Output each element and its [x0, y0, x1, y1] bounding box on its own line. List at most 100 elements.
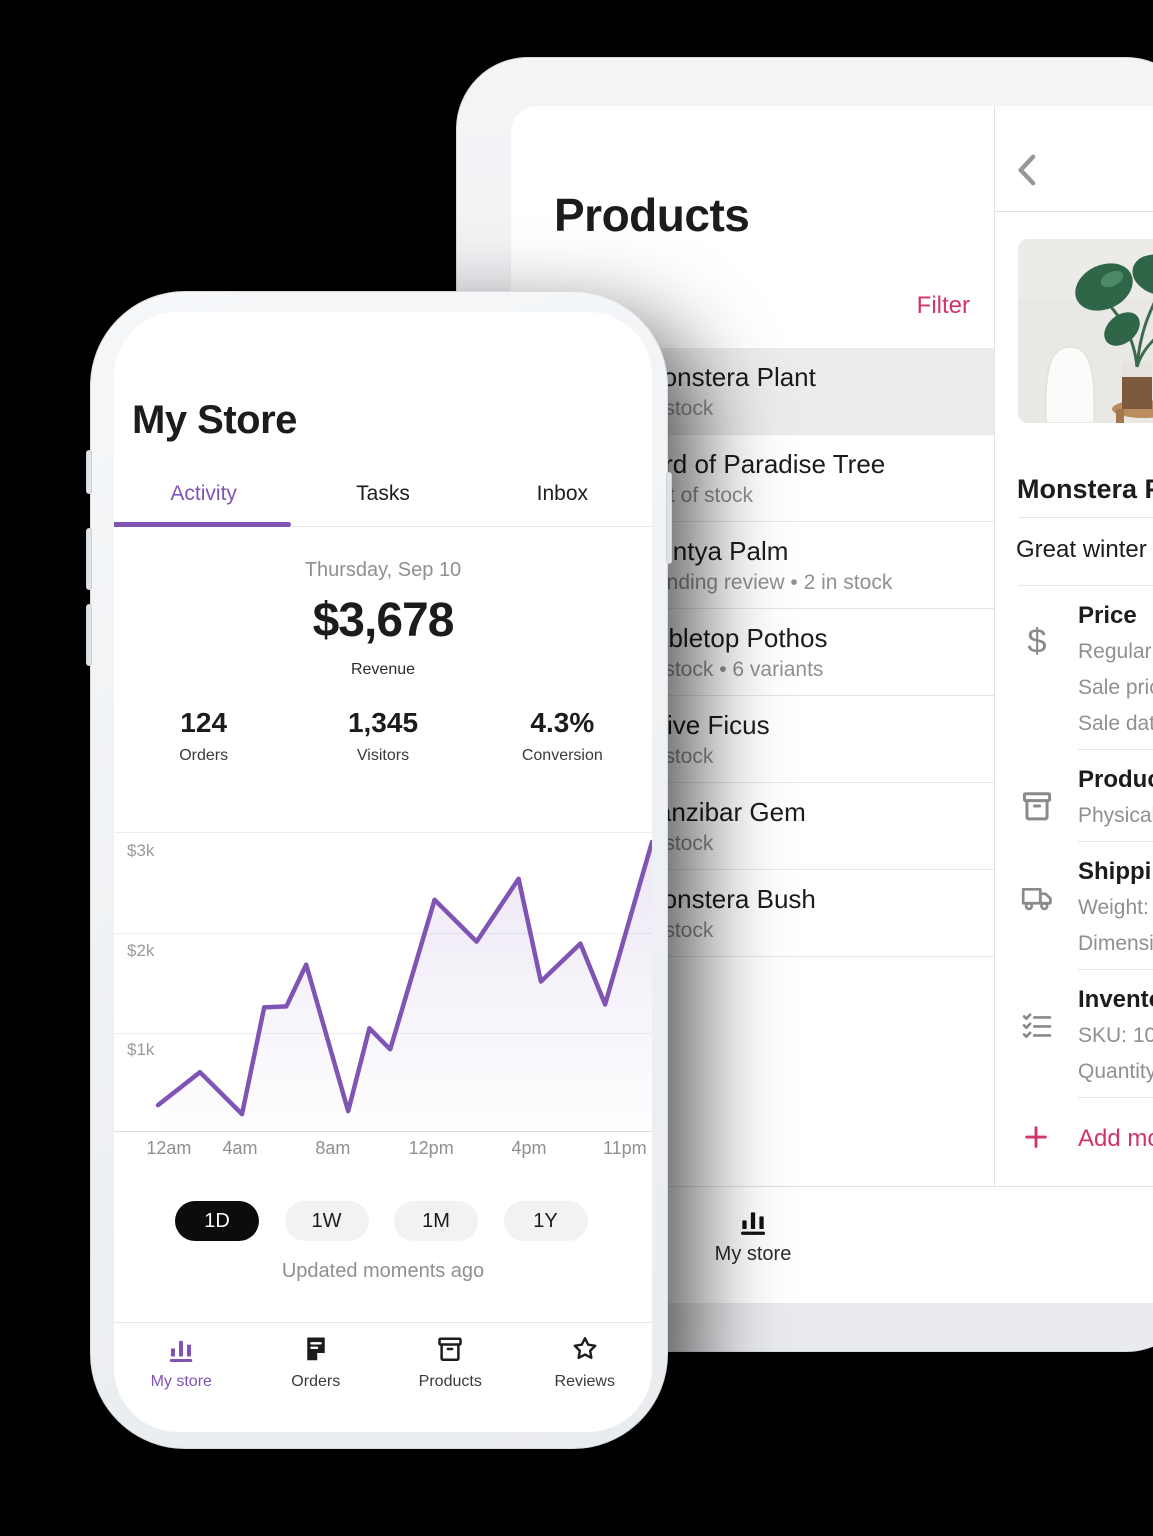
report-date: Thursday, Sep 10: [304, 559, 462, 581]
product-name: Bird of Paradise Tree: [641, 449, 886, 479]
x-axis-tick: 12am: [146, 1138, 192, 1158]
document-icon: [301, 1334, 331, 1364]
tab-my-store-label: My store: [714, 1243, 792, 1265]
product-name: Monstera Plant: [641, 362, 816, 392]
section-line: SKU: 1044: [1078, 1024, 1153, 1047]
section-divider: [1078, 1097, 1153, 1098]
product-photo: [1018, 239, 1153, 423]
chart-gridline: [114, 1131, 652, 1132]
chart-gridline: [114, 832, 652, 833]
x-axis-tick: 12pm: [408, 1138, 454, 1158]
dashboard-tabs: Activity Tasks Inbox: [114, 482, 652, 506]
section-line: Physical product: [1078, 804, 1153, 827]
checklist-icon: [1019, 1008, 1055, 1044]
section-title: Product type: [1078, 766, 1153, 793]
tab-my-store[interactable]: My store: [678, 1205, 828, 1266]
box-icon: [435, 1334, 465, 1364]
section-line: Sale dates:: [1078, 712, 1153, 735]
x-axis-tick: 8am: [315, 1138, 351, 1158]
stat-label: Visitors: [356, 747, 410, 764]
tab-activity[interactable]: Activity: [170, 482, 237, 505]
phone-power-button: [666, 472, 672, 564]
product-name: Tabletop Pothos: [641, 623, 828, 653]
row-divider: [571, 695, 994, 696]
row-divider: [571, 782, 994, 783]
section-line: Regular price:: [1078, 640, 1153, 663]
x-axis-tick: 11pm: [602, 1138, 647, 1158]
tab-tasks[interactable]: Tasks: [356, 482, 410, 505]
product-detail-title: Monstera Plant: [1017, 474, 1153, 504]
add-more-details-button[interactable]: Add more details: [995, 1114, 1153, 1168]
range-button-1w[interactable]: 1W: [284, 1201, 369, 1241]
x-axis-tick: 4am: [222, 1138, 258, 1158]
divider: [995, 211, 1153, 212]
products-page-title: Products: [554, 189, 750, 241]
detail-section-inventory[interactable]: Inventory SKU: 1044 Quantity: 20: [995, 970, 1153, 1098]
y-axis-tick: $3k: [127, 841, 155, 860]
monstera-photo-illustration: [1018, 239, 1153, 423]
add-more-details-label: Add more details: [1078, 1125, 1153, 1152]
nav-item-reviews[interactable]: Reviews: [518, 1334, 653, 1391]
x-axis-tick: 4pm: [511, 1138, 547, 1158]
revenue-value: $3,678: [312, 594, 455, 647]
bar-chart-icon: [737, 1205, 769, 1237]
section-divider: [1078, 841, 1153, 842]
detail-section-product-type[interactable]: Product type Physical product: [995, 750, 1153, 842]
stat-orders: 124 Orders: [114, 707, 293, 765]
section-line: Quantity: 20: [1078, 1060, 1153, 1083]
nav-item-my-store[interactable]: My store: [114, 1334, 249, 1391]
phone-bottom-nav: My store Orders Products Reviews: [114, 1334, 652, 1391]
product-description[interactable]: Great winter plant: [1016, 536, 1153, 563]
chart-x-axis-labels: 12am 4am 8am 12pm 4pm 11pm: [114, 1138, 652, 1162]
detail-section-shipping[interactable]: Shipping Weight: Dimensions:: [995, 842, 1153, 970]
chart-gridline: [114, 1033, 652, 1034]
nav-item-orders[interactable]: Orders: [249, 1334, 384, 1391]
stat-value: 124: [180, 707, 228, 738]
stat-value: 4.3%: [530, 707, 595, 738]
svg-text:$: $: [1027, 624, 1046, 660]
phone-device: My Store Activity Tasks Inbox Thursday, Se…: [86, 291, 672, 1449]
nav-item-products[interactable]: Products: [383, 1334, 518, 1391]
plus-icon: [1021, 1122, 1051, 1152]
revenue-line-chart: [155, 839, 652, 1131]
section-line: Sale price:: [1078, 676, 1153, 699]
star-icon: [570, 1334, 600, 1364]
store-title: My Store: [132, 398, 297, 442]
active-tab-underline: [114, 522, 291, 527]
filter-link[interactable]: Filter: [916, 292, 970, 319]
box-icon: [1019, 788, 1055, 824]
phone-volume-up-button: [86, 528, 92, 590]
product-row-tabletop-pothos[interactable]: Tabletop Pothos In stock • 6 variants: [511, 609, 994, 696]
section-title: Price: [1078, 602, 1137, 629]
nav-divider: [114, 1322, 652, 1323]
dollar-icon: $: [1019, 624, 1055, 660]
phone-screen: My Store Activity Tasks Inbox Thursday, Se…: [114, 312, 652, 1432]
chevron-left-icon: [1006, 148, 1050, 192]
back-button[interactable]: [1006, 148, 1050, 192]
row-divider: [571, 434, 994, 435]
nav-item-label: Orders: [291, 1373, 341, 1390]
y-axis-tick: $2k: [127, 940, 155, 960]
row-divider: [571, 608, 994, 609]
phone-volume-down-button: [86, 604, 92, 666]
updated-status: Updated moments ago: [281, 1260, 485, 1282]
stats-row: 124 Orders 1,345 Visitors 4.3% Conversion: [114, 707, 652, 765]
divider: [1018, 517, 1153, 518]
revenue-label: Revenue: [350, 661, 416, 678]
stat-label: Conversion: [521, 747, 603, 764]
range-button-1m[interactable]: 1M: [394, 1201, 478, 1241]
product-status: Pending review • 2 in stock: [641, 571, 893, 594]
row-divider: [571, 869, 994, 870]
section-title: Inventory: [1078, 986, 1153, 1013]
revenue-chart: $3k $2k $1k: [114, 827, 652, 1132]
range-button-1d[interactable]: 1D: [175, 1201, 259, 1241]
tab-inbox[interactable]: Inbox: [536, 482, 588, 505]
detail-section-price[interactable]: $ Price Regular price: Sale price: Sale date…: [995, 586, 1153, 750]
stat-visitors: 1,345 Visitors: [293, 707, 472, 765]
product-name: Zanzibar Gem: [641, 797, 806, 827]
y-axis-tick: $1k: [127, 1040, 155, 1059]
section-title: Shipping: [1078, 858, 1153, 885]
range-button-1y[interactable]: 1Y: [503, 1201, 588, 1241]
product-detail-panel: Monstera Plant Great winter plant $ Price…: [995, 106, 1153, 1186]
